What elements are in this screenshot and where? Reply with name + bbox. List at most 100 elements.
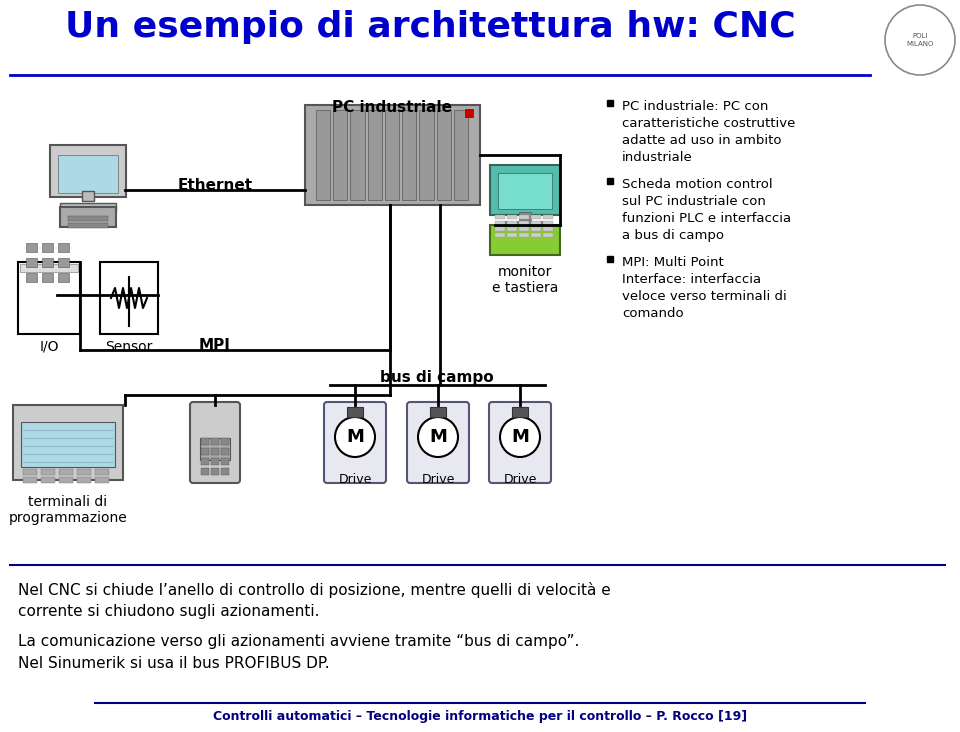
Bar bbox=[495, 233, 505, 237]
Text: comando: comando bbox=[622, 307, 684, 320]
Bar bbox=[430, 407, 446, 417]
Bar bbox=[543, 221, 553, 225]
Bar bbox=[42, 243, 53, 252]
Bar bbox=[21, 422, 115, 467]
Text: M: M bbox=[429, 428, 447, 446]
Bar bbox=[420, 110, 434, 200]
Bar bbox=[531, 233, 541, 237]
Bar bbox=[26, 258, 37, 267]
Bar bbox=[507, 221, 517, 225]
Bar bbox=[495, 227, 505, 231]
Bar bbox=[201, 448, 209, 455]
Bar bbox=[221, 458, 229, 465]
Text: Sensor: Sensor bbox=[106, 340, 153, 354]
Bar bbox=[59, 469, 73, 475]
Text: veloce verso terminali di: veloce verso terminali di bbox=[622, 290, 787, 303]
Text: I/O: I/O bbox=[39, 340, 59, 354]
Bar bbox=[221, 468, 229, 475]
Bar bbox=[531, 215, 541, 219]
Bar bbox=[41, 477, 55, 483]
Bar bbox=[68, 216, 108, 221]
Bar bbox=[60, 203, 116, 211]
Text: industriale: industriale bbox=[622, 151, 693, 164]
Bar bbox=[465, 109, 473, 117]
Bar bbox=[316, 110, 330, 200]
FancyBboxPatch shape bbox=[324, 402, 386, 483]
Text: bus di campo: bus di campo bbox=[380, 370, 493, 385]
Bar bbox=[490, 225, 560, 255]
Bar bbox=[13, 405, 123, 480]
Bar bbox=[200, 438, 230, 460]
Circle shape bbox=[500, 417, 540, 457]
Bar bbox=[543, 227, 553, 231]
Text: Drive: Drive bbox=[503, 473, 537, 486]
Text: M: M bbox=[511, 428, 529, 446]
Bar bbox=[60, 207, 116, 227]
Bar bbox=[543, 215, 553, 219]
Bar bbox=[385, 110, 399, 200]
Bar bbox=[100, 262, 158, 334]
FancyBboxPatch shape bbox=[407, 402, 469, 483]
Bar bbox=[201, 458, 209, 465]
Text: Drive: Drive bbox=[338, 473, 372, 486]
Bar bbox=[201, 468, 209, 475]
Bar bbox=[519, 221, 529, 225]
Bar bbox=[18, 262, 80, 334]
Bar bbox=[77, 469, 91, 475]
Text: POLI
MILANO: POLI MILANO bbox=[906, 34, 934, 47]
Bar bbox=[58, 258, 69, 267]
Text: Ethernet: Ethernet bbox=[178, 178, 252, 193]
Bar bbox=[519, 227, 529, 231]
Bar bbox=[23, 469, 37, 475]
Bar bbox=[519, 233, 529, 237]
Text: corrente si chiudono sugli azionamenti.: corrente si chiudono sugli azionamenti. bbox=[18, 604, 320, 619]
Bar bbox=[437, 110, 451, 200]
Text: MPI: MPI bbox=[199, 338, 231, 353]
Text: Nel CNC si chiude l’anello di controllo di posizione, mentre quelli di velocità : Nel CNC si chiude l’anello di controllo … bbox=[18, 582, 611, 598]
Bar bbox=[543, 233, 553, 237]
Bar bbox=[368, 110, 382, 200]
Bar bbox=[221, 448, 229, 455]
Text: PC industriale: PC industriale bbox=[332, 100, 452, 115]
Bar bbox=[531, 227, 541, 231]
Bar bbox=[26, 273, 37, 282]
Text: Scheda motion control: Scheda motion control bbox=[622, 178, 773, 191]
Bar bbox=[333, 110, 348, 200]
Text: funzioni PLC e interfaccia: funzioni PLC e interfaccia bbox=[622, 212, 791, 225]
Bar bbox=[50, 145, 126, 197]
Bar bbox=[519, 215, 529, 219]
Bar bbox=[305, 105, 480, 205]
Bar bbox=[95, 469, 109, 475]
Bar bbox=[519, 212, 531, 220]
Text: a bus di campo: a bus di campo bbox=[622, 229, 724, 242]
Bar bbox=[211, 438, 219, 445]
FancyBboxPatch shape bbox=[190, 402, 240, 483]
Bar bbox=[211, 468, 219, 475]
Bar bbox=[58, 155, 118, 193]
Bar bbox=[58, 273, 69, 282]
Bar bbox=[507, 233, 517, 237]
Text: Drive: Drive bbox=[421, 473, 455, 486]
Text: Controlli automatici – Tecnologie informatiche per il controllo – P. Rocco [19]: Controlli automatici – Tecnologie inform… bbox=[213, 710, 747, 723]
Text: M: M bbox=[346, 428, 364, 446]
Text: Un esempio di architettura hw: CNC: Un esempio di architettura hw: CNC bbox=[64, 10, 795, 44]
Bar bbox=[42, 258, 53, 267]
Text: Interface: interfaccia: Interface: interfaccia bbox=[622, 273, 761, 286]
Text: caratteristiche costruttive: caratteristiche costruttive bbox=[622, 117, 796, 130]
Bar bbox=[512, 407, 528, 417]
Bar bbox=[20, 264, 78, 272]
Bar bbox=[221, 438, 229, 445]
Bar bbox=[23, 477, 37, 483]
Text: La comunicazione verso gli azionamenti avviene tramite “bus di campo”.: La comunicazione verso gli azionamenti a… bbox=[18, 634, 580, 649]
Bar bbox=[402, 110, 417, 200]
Bar bbox=[42, 273, 53, 282]
Bar bbox=[201, 438, 209, 445]
Text: Nel Sinumerik si usa il bus PROFIBUS DP.: Nel Sinumerik si usa il bus PROFIBUS DP. bbox=[18, 656, 329, 671]
Bar bbox=[77, 477, 91, 483]
Bar bbox=[454, 110, 468, 200]
Bar bbox=[41, 469, 55, 475]
Text: terminali di
programmazione: terminali di programmazione bbox=[9, 495, 128, 525]
Bar bbox=[82, 191, 94, 201]
Bar bbox=[350, 110, 365, 200]
Bar bbox=[495, 221, 505, 225]
